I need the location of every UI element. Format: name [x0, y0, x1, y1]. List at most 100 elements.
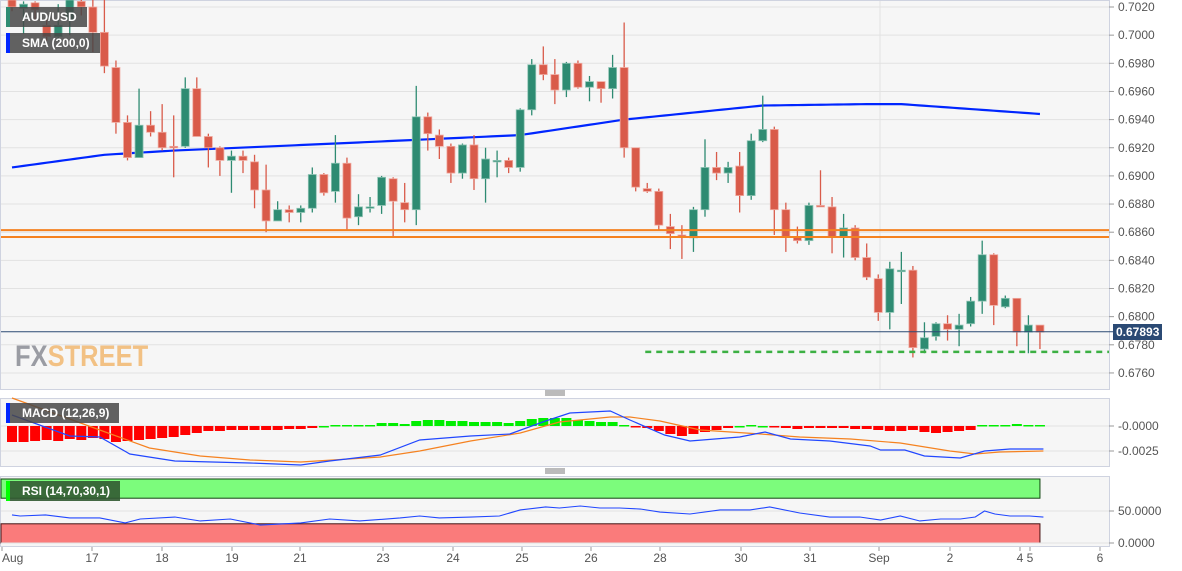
macd-histogram-bar-positive [480, 422, 491, 426]
candle-bullish [354, 206, 363, 218]
macd-histogram-bar-negative [676, 426, 687, 436]
macd-histogram-bar-positive [445, 421, 456, 426]
date-tick-label: 30 [734, 551, 748, 565]
candle-bearish [7, 0, 17, 8]
macd-line [11, 410, 1044, 466]
price-tick-label: 0.6780 [1118, 338, 1155, 352]
macd-histogram-bar-negative [861, 426, 872, 429]
macd-histogram-bar-positive [734, 426, 745, 428]
macd-histogram-bar-negative [896, 426, 907, 431]
macd-histogram-bar-negative [87, 426, 98, 438]
panel-resize-handle[interactable] [545, 390, 565, 396]
candle-bullish [1024, 324, 1033, 333]
macd-histogram-bar-positive [1034, 425, 1045, 427]
macd-histogram-bar-positive [422, 420, 433, 426]
candle-bearish [943, 323, 952, 330]
candle-bullish [307, 174, 317, 209]
macd-histogram-bar-negative [157, 426, 168, 438]
candle-bullish [134, 124, 144, 159]
candle-bearish [400, 202, 410, 211]
date-tick-label: 6 [1097, 551, 1104, 565]
price-tick-label: 0.6900 [1118, 169, 1155, 183]
candle-bearish [469, 144, 479, 180]
panel-resize-handle[interactable] [545, 468, 565, 474]
price-tick-label: 0.6820 [1118, 282, 1155, 296]
macd-histogram-bar-negative [827, 426, 838, 428]
sma-indicator-label[interactable]: SMA (200,0) [6, 33, 100, 53]
candle-bearish [203, 136, 213, 149]
macd-histogram-bar-negative [145, 426, 156, 439]
date-tick-label: Sep [868, 551, 890, 565]
candle-bearish [284, 209, 294, 213]
candle-bearish [388, 178, 398, 202]
macd-histogram-bar-negative [792, 426, 803, 429]
candle-bullish [481, 158, 490, 180]
date-tick-label: 23 [376, 551, 390, 565]
macd-histogram-bar-positive [376, 423, 387, 426]
symbol-label[interactable]: AUD/USD [6, 7, 87, 27]
macd-histogram-bar-negative [180, 426, 191, 435]
macd-histogram-bar-negative [965, 426, 976, 430]
date-tick-label: 26 [584, 551, 598, 565]
candle-bullish [365, 206, 375, 209]
candle-bullish [377, 176, 387, 206]
macd-histogram-bar-negative [688, 426, 699, 434]
macd-histogram-bar-negative [700, 426, 710, 432]
date-tick-label: 4 [1017, 551, 1024, 565]
macd-histogram-bar-positive [596, 422, 607, 426]
price-tick-label: 0.6920 [1118, 141, 1155, 155]
macd-histogram-bar-negative [7, 426, 17, 442]
candle-bullish [227, 155, 236, 161]
date-tick-label: 18 [155, 551, 169, 565]
macd-histogram-bar-positive [757, 426, 768, 428]
macd-histogram-bar-negative [18, 426, 29, 442]
candle-bearish [631, 147, 641, 188]
macd-indicator-label[interactable]: MACD (12,26,9) [6, 403, 120, 423]
price-panel: 0.7020 0.7000 0.6980 0.6960 0.6940 0.6920 0.69… [0, 0, 1155, 390]
macd-histogram-bar-negative [261, 426, 272, 430]
candle-bullish [966, 300, 976, 325]
macd-histogram-bar-positive [399, 424, 410, 426]
candle-bullish [562, 62, 571, 91]
macd-histogram-bar-negative [203, 426, 214, 431]
macd-histogram-bar-negative [226, 426, 237, 430]
candle-bullish [296, 207, 306, 213]
candle-bullish [920, 337, 929, 350]
macd-histogram-bar-positive [561, 418, 572, 426]
macd-histogram-bar-negative [780, 426, 791, 428]
macd-histogram-bar-positive [1000, 425, 1011, 427]
macd-histogram-bar-negative [907, 426, 918, 430]
macd-histogram-bar-positive [330, 425, 341, 427]
macd-histogram-bar-negative [711, 426, 722, 430]
candle-bearish [781, 209, 791, 237]
candle-bearish [504, 160, 514, 168]
price-tick-label: 0.6960 [1118, 84, 1155, 98]
macd-histogram-bar-negative [653, 426, 664, 431]
candle-bearish [146, 124, 156, 133]
price-tick-label: 0.6860 [1118, 225, 1155, 239]
candle-bearish [550, 74, 560, 91]
sma-200-line [11, 103, 1041, 169]
candle-bullish [723, 167, 733, 174]
candle-bearish [538, 64, 548, 75]
candle-bearish [215, 147, 225, 161]
candle-bullish [273, 209, 283, 222]
candle-bearish [712, 167, 721, 174]
candle-bearish [192, 88, 202, 137]
macd-histogram-bar-negative [53, 426, 64, 441]
price-tick-label: 0.6760 [1118, 366, 1155, 380]
price-tick-label: 0.6980 [1118, 56, 1155, 70]
current-price-tag: 0.67893 [1113, 324, 1163, 340]
macd-histogram-bar-negative [630, 426, 641, 428]
candle-bullish [492, 160, 502, 163]
macd-histogram-bar-positive [353, 425, 364, 427]
rsi-indicator-label[interactable]: RSI (14,70,30,1) [6, 481, 121, 501]
candle-bearish [1035, 324, 1045, 333]
macd-histogram-bar-negative [110, 426, 121, 442]
macd-histogram-bar-positive [341, 425, 352, 427]
candle-bearish [769, 129, 779, 211]
macd-histogram-bar-positive [503, 423, 514, 426]
macd-histogram-bar-positive [318, 426, 329, 428]
date-tick-label: 31 [803, 551, 817, 565]
